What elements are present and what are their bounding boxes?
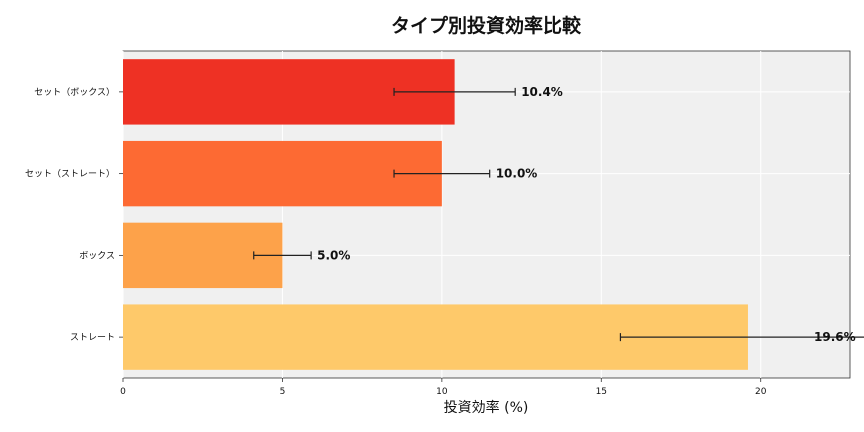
data-labels: 10.4% 10.0% 5.0% 19.6% <box>317 85 856 344</box>
x-tick-label: 20 <box>755 387 767 397</box>
chart-title: タイプ別投資効率比較 <box>391 14 582 37</box>
x-tick-label: 5 <box>280 387 286 397</box>
x-tick-label: 10 <box>436 387 448 397</box>
y-tick-label: セット（ボックス） <box>34 87 115 98</box>
data-label: 10.0% <box>496 167 538 181</box>
y-tick-label: セット（ストレート） <box>25 169 115 180</box>
x-axis-ticks: 0 5 10 15 20 <box>120 378 767 397</box>
x-tick-label: 15 <box>596 387 607 397</box>
data-label: 5.0% <box>317 248 350 262</box>
data-label: 19.6% <box>814 330 856 344</box>
y-tick-label: ボックス <box>79 250 115 261</box>
error-bars <box>253 87 864 342</box>
x-tick-label: 0 <box>120 387 126 397</box>
x-axis-label: 投資効率 (%) <box>444 399 529 416</box>
data-label: 10.4% <box>521 85 563 99</box>
bar <box>123 140 442 207</box>
y-tick-label: ストレート <box>70 333 115 343</box>
